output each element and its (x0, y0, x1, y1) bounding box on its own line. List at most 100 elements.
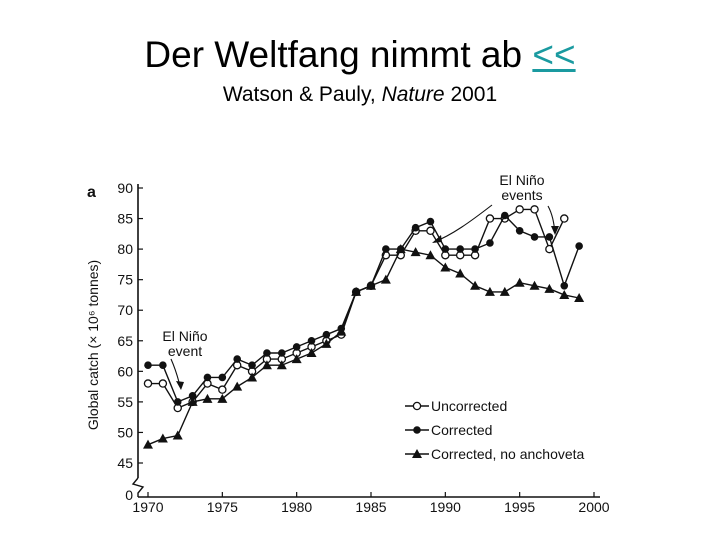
y-axis-label: Global catch (× 10⁶ tonnes) (85, 260, 101, 430)
data-point-1 (218, 373, 227, 382)
data-point-2 (574, 293, 585, 302)
back-link[interactable]: << (532, 34, 576, 75)
data-point-1 (248, 361, 256, 370)
data-point-1 (530, 233, 539, 241)
annotation-text: event (168, 343, 202, 359)
series-line-1 (148, 214, 580, 403)
data-point-2 (380, 274, 391, 284)
data-point-2 (143, 439, 153, 449)
data-point-2 (187, 396, 198, 406)
data-point-2 (395, 244, 406, 254)
annotation-text: events (501, 187, 542, 203)
data-point-2 (276, 360, 287, 370)
x-tick-label: 1995 (504, 499, 535, 515)
legend-marker (412, 401, 422, 411)
data-point-1 (322, 330, 331, 339)
y-axis-break (131, 477, 145, 497)
data-point-2 (366, 280, 376, 290)
data-point-2 (336, 326, 347, 336)
y-tick-label: 85 (117, 211, 133, 227)
annotation-arrowhead (432, 235, 442, 243)
y-tick-label: 65 (117, 333, 133, 349)
data-point-1 (159, 361, 167, 370)
data-point-0 (143, 379, 153, 388)
data-point-2 (499, 286, 510, 296)
data-point-0 (560, 214, 569, 223)
citation-journal: Nature (381, 83, 445, 106)
y-tick-label: 90 (117, 180, 133, 196)
data-point-2 (247, 372, 258, 382)
data-point-2 (470, 280, 481, 290)
data-point-0 (158, 379, 168, 388)
legend-label: Uncorrected (431, 398, 507, 414)
data-point-1 (203, 373, 212, 382)
data-point-2 (321, 338, 332, 348)
legend-marker (412, 449, 422, 458)
data-point-1 (173, 398, 182, 406)
data-point-2 (455, 268, 466, 278)
data-point-1 (471, 245, 479, 253)
data-point-1 (456, 245, 465, 253)
data-point-2 (157, 433, 168, 443)
citation: Watson & Pauly, Nature 2001 (0, 82, 720, 108)
data-point-2 (217, 393, 228, 403)
data-point-1 (545, 233, 554, 241)
citation-authors: Watson & Pauly, (222, 83, 376, 106)
data-point-1 (575, 242, 583, 250)
citation-year: 2001 (450, 83, 498, 106)
data-point-1 (411, 223, 420, 232)
data-point-2 (559, 289, 570, 299)
x-tick-label: 2000 (578, 499, 609, 515)
data-point-1 (307, 336, 316, 345)
y-tick-label: 70 (117, 302, 133, 318)
x-tick-label: 1990 (430, 499, 461, 515)
data-point-1 (560, 281, 569, 290)
data-point-1 (486, 239, 494, 247)
panel-label: a (87, 184, 96, 201)
y-tick-label: 60 (117, 363, 133, 379)
annotation-arrowhead (176, 381, 184, 390)
x-tick-label: 1970 (132, 499, 163, 515)
data-point-2 (351, 286, 362, 296)
series-line-2 (147, 248, 580, 446)
legend-label: Corrected (431, 422, 492, 438)
x-tick-label: 1985 (355, 499, 386, 515)
title-text: Der Weltfang nimmt ab (144, 34, 523, 75)
data-point-2 (291, 354, 302, 364)
data-point-2 (484, 286, 495, 296)
legend-label: Corrected, no anchoveta (431, 446, 585, 462)
data-point-2 (440, 262, 451, 272)
annotation-arrowhead (551, 226, 559, 235)
data-point-2 (306, 348, 317, 357)
data-point-1 (426, 217, 435, 226)
data-point-2 (544, 283, 555, 293)
slide-title: Der Weltfang nimmt ab << (0, 34, 720, 76)
data-point-2 (425, 250, 436, 260)
data-point-0 (485, 214, 495, 223)
data-point-1 (515, 226, 524, 235)
y-tick-label: 75 (117, 272, 133, 288)
legend-marker (413, 426, 421, 434)
y-tick-label: 50 (117, 424, 133, 440)
y-tick-label: 80 (117, 241, 133, 257)
data-point-2 (202, 393, 213, 403)
data-point-1 (382, 245, 390, 253)
x-tick-label: 1975 (207, 499, 238, 515)
data-point-2 (410, 247, 421, 257)
x-tick-label: 1980 (281, 499, 312, 515)
data-point-2 (172, 430, 183, 440)
data-point-0 (218, 385, 227, 394)
data-point-0 (515, 205, 524, 214)
data-point-1 (263, 349, 271, 357)
annotation-text: El Niño (499, 172, 544, 188)
data-point-1 (278, 349, 286, 357)
data-point-0 (530, 205, 539, 214)
data-point-1 (144, 361, 152, 370)
data-point-1 (188, 391, 197, 400)
annotation-text: El Niño (162, 328, 207, 344)
data-point-2 (529, 280, 540, 290)
data-point-1 (441, 245, 450, 253)
data-point-0 (426, 226, 435, 236)
data-point-2 (261, 360, 272, 370)
